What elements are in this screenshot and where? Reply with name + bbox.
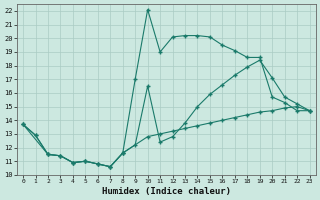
X-axis label: Humidex (Indice chaleur): Humidex (Indice chaleur) bbox=[102, 187, 231, 196]
